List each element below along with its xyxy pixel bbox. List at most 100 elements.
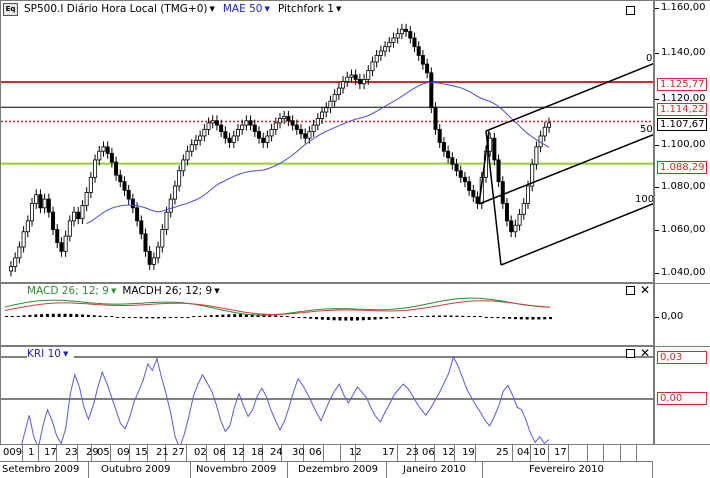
kri-header: KRI 10 ▼ [27, 347, 75, 361]
candle-body [542, 126, 547, 137]
macd-histogram-bar [110, 316, 114, 317]
maximize-icon[interactable] [626, 286, 635, 295]
candle-body [160, 229, 165, 248]
macd-histogram-bar [209, 315, 213, 317]
candle-body [25, 220, 30, 233]
macd-histogram-bar [45, 313, 49, 317]
macd-histogram-bar [104, 316, 108, 317]
macd-histogram-bar [57, 313, 61, 317]
kri-label[interactable]: KRI 10 [27, 348, 61, 360]
kri-svg[interactable] [1, 347, 654, 445]
chevron-down-icon[interactable]: ▼ [62, 350, 69, 358]
macd-histogram-bar [373, 317, 377, 320]
candle-body [88, 176, 93, 193]
candle-body [509, 220, 514, 233]
day-tick-label: 12 [442, 447, 455, 458]
candle-body [67, 220, 72, 237]
candle-body [172, 185, 177, 200]
pitchfork-lower-tine [500, 202, 653, 266]
chevron-down-icon[interactable]: ▼ [335, 5, 342, 13]
candle-body [399, 28, 404, 35]
day-separator [603, 445, 604, 461]
macd-histogram-bar [420, 316, 424, 317]
candle-body [517, 213, 522, 226]
day-separator [38, 445, 39, 461]
day-tick-label: 18 [251, 447, 264, 458]
macd-label[interactable]: MACD 26; 12; 9 [27, 285, 109, 297]
month-tick-label: Novembro 2009 [196, 464, 277, 475]
maximize-icon[interactable] [626, 349, 635, 358]
candle-body [93, 159, 98, 178]
day-tick-label: 25 [496, 447, 509, 458]
day-tick-label: 19 [462, 447, 475, 458]
macd-histogram-bar [496, 317, 500, 319]
candle-body [420, 55, 425, 65]
macd-histogram-bar [186, 317, 190, 318]
month-tick-label: Dezembro 2009 [298, 464, 378, 475]
candle-body [168, 198, 173, 213]
close-icon[interactable]: ✕ [640, 346, 651, 360]
candle-body [231, 135, 236, 143]
candle-body [370, 61, 375, 72]
indicator-label[interactable]: MAE 50 [222, 3, 263, 15]
month-separator [88, 461, 89, 478]
chevron-down-icon[interactable]: ▼ [209, 5, 215, 13]
macd-svg[interactable] [1, 284, 654, 346]
candle-body [177, 170, 182, 187]
candle-body [492, 137, 497, 161]
chevron-down-icon[interactable]: ▼ [110, 287, 117, 295]
macd-histogram-bar [537, 317, 541, 320]
macd-histogram-bar [239, 314, 242, 317]
candle-body [219, 124, 224, 133]
macd-histogram-bar [502, 317, 506, 319]
close-icon[interactable]: ✕ [640, 283, 651, 297]
macd-histogram-bar [262, 314, 266, 317]
pitchfork-label[interactable]: Pitchfork 1 [277, 3, 334, 15]
day-separator [186, 445, 187, 461]
day-tick-label: 12 [232, 447, 245, 458]
day-separator [262, 445, 263, 461]
day-separator [110, 445, 111, 461]
kri-pane[interactable]: KRI 10 ▼ ✕ [0, 346, 654, 445]
day-tick-label: 23 [406, 447, 419, 458]
macd-line [4, 297, 551, 316]
macd-histogram-bar [309, 317, 313, 319]
candle-body [374, 55, 379, 63]
candle-body [59, 242, 64, 252]
day-separator [548, 445, 549, 461]
day-separator [147, 445, 148, 461]
kri-zero-badge: 0,00 [657, 392, 707, 405]
macd-pane[interactable]: MACD 26; 12; 9 ▼ MACDH 26; 12; 9 ▼ ✕ [0, 283, 654, 346]
month-separator [287, 461, 288, 478]
macd-histogram-bar [391, 317, 395, 319]
time-axis[interactable]: 009 1 17 23 29 05 09 15 21 27 02 06 12 18 24 30 06 12 17 23… [0, 444, 710, 478]
day-separator [415, 445, 416, 461]
candle-body [265, 135, 270, 143]
macd-histogram-bar [250, 314, 254, 317]
macd-histogram-bar [279, 315, 283, 317]
macd-histogram-bar [426, 315, 430, 317]
candle-body [135, 207, 140, 222]
macd-histogram-bar [40, 314, 44, 317]
candle-body [307, 131, 312, 139]
macd-histogram-bar [332, 317, 336, 321]
instrument-label[interactable]: SP500.I Diário Hora Local (TMG+0) [24, 3, 208, 15]
month-separator [482, 461, 483, 478]
day-separator [587, 445, 588, 461]
chevron-down-icon[interactable]: ▼ [264, 5, 270, 13]
price-chart-pane[interactable]: Eq SP500.I Diário Hora Local (TMG+0) ▼ M… [0, 0, 654, 283]
candle-body [63, 235, 68, 252]
price-scale[interactable]: 1.160,00 1.140,00 1.120,00 1.100,00 1.08… [654, 0, 710, 283]
macdh-label[interactable]: MACDH 26; 12; 9 [122, 285, 213, 297]
candle-body [143, 233, 148, 252]
price-chart-svg[interactable] [1, 1, 654, 283]
candle-body [189, 144, 194, 152]
macd-histogram-bar [274, 315, 278, 317]
day-tick-label: 06 [309, 447, 322, 458]
chevron-down-icon[interactable]: ▼ [214, 287, 220, 295]
candle-body [462, 176, 467, 183]
macd-header: MACD 26; 12; 9 ▼ MACDH 26; 12; 9 ▼ [27, 284, 226, 298]
y-tick-label: 1.060,00 [655, 224, 706, 235]
macd-histogram-bar [484, 317, 488, 318]
maximize-icon[interactable] [626, 6, 635, 15]
